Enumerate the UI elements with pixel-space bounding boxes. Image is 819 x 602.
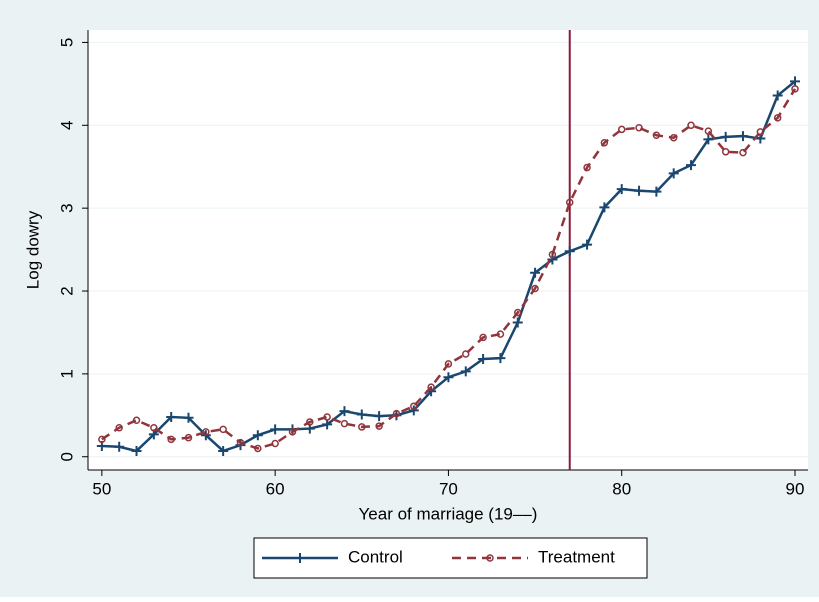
x-tick-label: 60	[266, 479, 285, 498]
marker	[340, 419, 349, 428]
marker	[513, 308, 522, 317]
marker	[738, 131, 749, 142]
marker	[462, 350, 470, 358]
marker	[486, 554, 494, 562]
marker	[356, 409, 367, 420]
marker	[686, 160, 697, 171]
marker	[616, 184, 627, 195]
y-tick-label: 1	[57, 369, 76, 378]
marker	[704, 127, 713, 135]
y-tick-label: 3	[57, 203, 76, 212]
marker	[531, 284, 539, 293]
marker	[599, 202, 610, 213]
x-tick-label: 50	[92, 479, 111, 498]
marker	[669, 133, 678, 142]
x-tick-label: 90	[786, 479, 805, 498]
marker	[495, 353, 506, 364]
legend-label: Control	[348, 547, 403, 566]
marker	[392, 409, 401, 418]
marker	[374, 411, 385, 422]
marker	[756, 128, 765, 136]
marker	[512, 317, 523, 328]
marker	[306, 418, 314, 426]
y-tick-label: 0	[57, 452, 76, 461]
marker	[115, 423, 123, 432]
marker	[496, 330, 505, 338]
marker	[530, 267, 541, 278]
marker	[114, 441, 125, 452]
marker	[236, 438, 245, 447]
y-axis-label: Log dowry	[23, 210, 42, 289]
marker	[548, 250, 557, 259]
marker	[427, 383, 435, 391]
marker	[358, 423, 366, 431]
marker	[791, 85, 799, 93]
marker	[218, 445, 229, 456]
marker	[720, 131, 731, 142]
marker	[460, 366, 471, 377]
marker	[478, 353, 489, 364]
marker	[375, 422, 383, 430]
marker	[772, 90, 783, 101]
marker	[166, 411, 177, 422]
marker	[254, 444, 262, 453]
marker	[773, 114, 782, 122]
marker	[98, 435, 106, 444]
marker	[150, 423, 158, 432]
marker	[202, 428, 210, 436]
y-tick-label: 2	[57, 286, 76, 295]
marker	[323, 413, 331, 421]
series-line	[101, 88, 797, 450]
marker	[219, 425, 227, 434]
marker	[322, 419, 333, 430]
plot-area	[88, 30, 808, 470]
marker	[652, 131, 661, 139]
marker	[617, 125, 626, 134]
marker	[687, 121, 695, 130]
legend-label: Treatment	[538, 547, 615, 566]
marker	[582, 239, 593, 250]
marker	[565, 198, 574, 207]
marker	[547, 254, 558, 265]
marker	[790, 76, 801, 87]
marker	[132, 416, 141, 425]
marker	[703, 134, 714, 145]
y-tick-label: 5	[57, 38, 76, 47]
marker	[564, 246, 575, 257]
x-tick-label: 70	[439, 479, 458, 498]
marker	[295, 553, 305, 563]
marker	[635, 124, 643, 132]
marker	[183, 412, 194, 423]
marker	[444, 360, 453, 368]
marker	[583, 163, 591, 172]
marker	[252, 430, 263, 441]
marker	[339, 406, 350, 417]
marker	[288, 428, 297, 436]
marker	[443, 372, 454, 383]
marker	[270, 424, 281, 435]
marker	[184, 433, 193, 442]
marker	[131, 445, 142, 456]
marker	[410, 402, 418, 410]
marker	[271, 439, 279, 448]
x-tick-label: 80	[612, 479, 631, 498]
marker	[408, 405, 419, 416]
marker	[668, 168, 679, 179]
marker	[167, 435, 175, 444]
marker	[739, 148, 747, 157]
marker	[651, 186, 662, 197]
legend: Control Treatment	[253, 537, 648, 579]
marker	[721, 148, 730, 156]
marker	[479, 333, 487, 342]
x-axis-label: Year of marriage (19––)	[359, 504, 538, 523]
y-tick-label: 4	[57, 121, 76, 130]
marker	[600, 138, 609, 147]
marker	[634, 185, 645, 196]
